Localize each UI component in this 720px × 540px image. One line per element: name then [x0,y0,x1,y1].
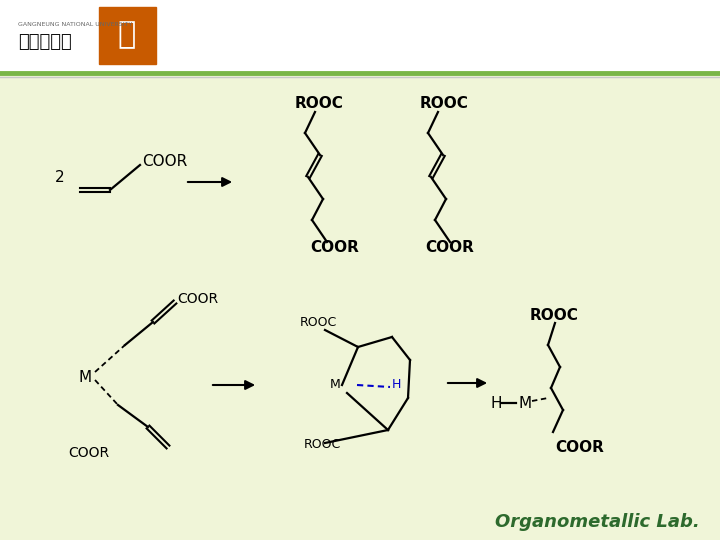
Text: 강릉대학교: 강릉대학교 [18,33,72,51]
FancyBboxPatch shape [0,0,720,72]
Text: COOR: COOR [425,240,474,255]
Text: ROOC: ROOC [295,96,344,111]
Text: M: M [78,370,91,386]
Text: COOR: COOR [177,292,218,306]
Text: 品: 品 [118,21,136,50]
Text: M: M [518,395,531,410]
Text: Organometallic Lab.: Organometallic Lab. [495,513,700,531]
Text: H: H [392,377,401,390]
Text: 2: 2 [55,171,65,186]
Text: ROOC: ROOC [530,308,579,323]
Text: COOR: COOR [555,440,604,455]
Text: ROOC: ROOC [304,438,341,451]
Text: COOR: COOR [142,154,187,170]
Text: ROOC: ROOC [300,316,337,329]
Text: H: H [490,395,502,410]
Text: COOR: COOR [68,446,109,460]
FancyBboxPatch shape [99,7,156,64]
Text: M: M [330,379,341,392]
Text: COOR: COOR [310,240,359,255]
Text: GANGNEUNG NATIONAL UNIVERSITY: GANGNEUNG NATIONAL UNIVERSITY [18,23,132,28]
Text: ROOC: ROOC [420,96,469,111]
